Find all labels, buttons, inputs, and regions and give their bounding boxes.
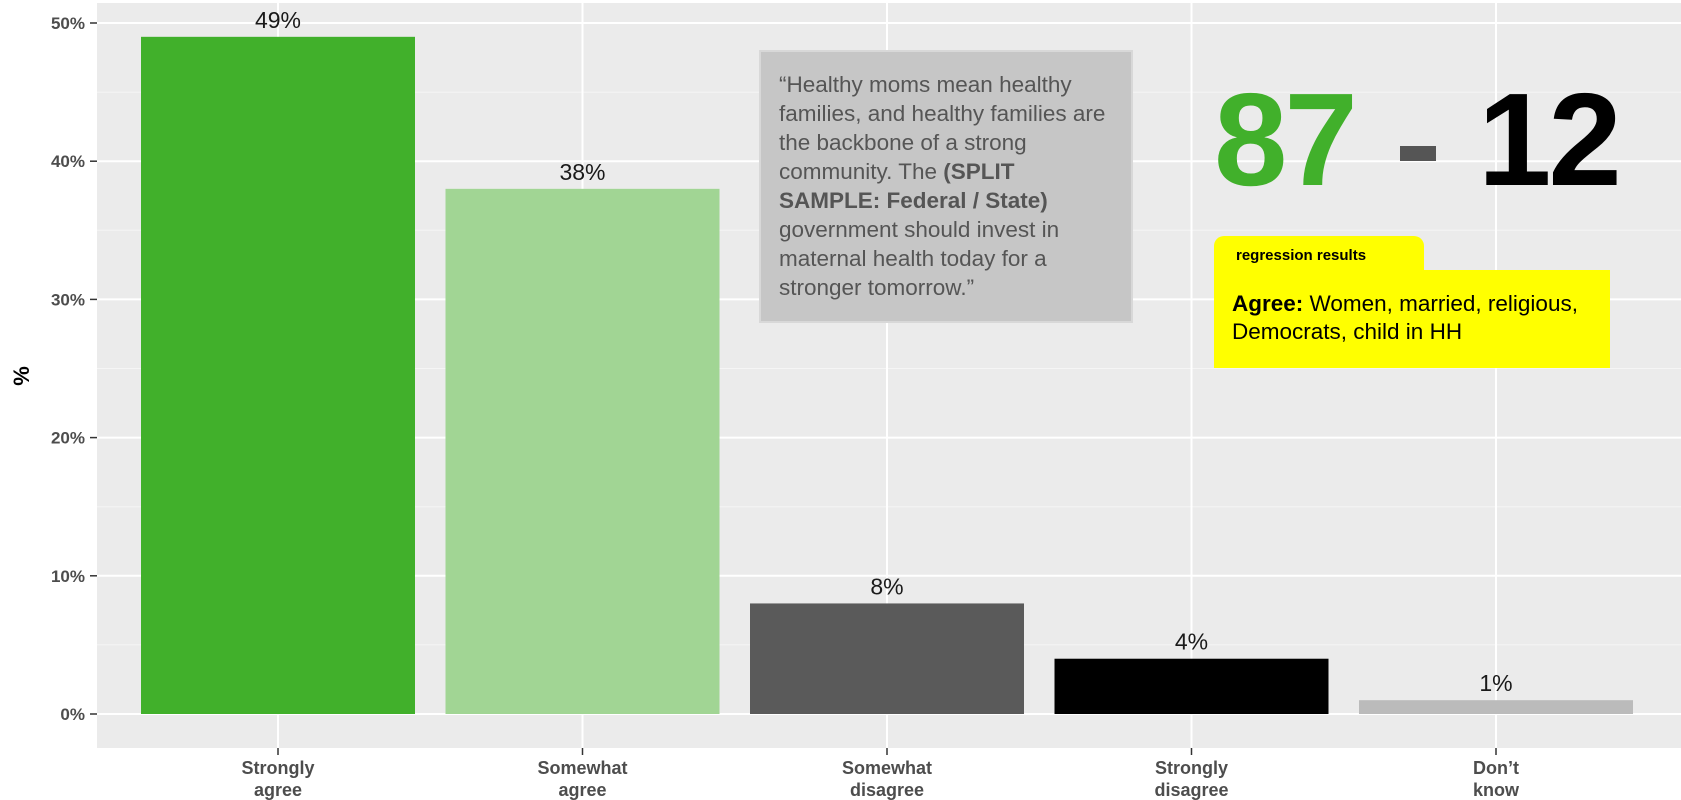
bar (141, 36, 415, 714)
x-axis: Strongly agree Somewhat agree Somewhat disagr… (241, 748, 1520, 800)
bar (1054, 658, 1329, 714)
y-tick-label: 10% (51, 567, 85, 586)
data-label: 1% (1479, 670, 1512, 696)
regression-tab: regression results (1214, 236, 1424, 276)
disagree-score: 12 (1478, 66, 1622, 213)
x-tick-label: Somewhat agree (537, 758, 627, 800)
x-tick-label: Don’t know (1473, 758, 1520, 800)
data-label: 49% (255, 7, 301, 33)
score-dash (1400, 146, 1436, 161)
y-tick-label: 40% (51, 152, 85, 171)
y-axis: 0% 10% 20% 30% 40% 50% (51, 14, 97, 724)
regression-tab-label: regression results (1236, 247, 1367, 264)
x-tick-label: Strongly agree (241, 758, 314, 800)
x-tick-label: Somewhat disagree (842, 758, 932, 800)
x-tick-label: Strongly disagree (1154, 758, 1228, 800)
bar (1359, 700, 1633, 714)
quote-split-sample: (SPLIT SAMPLE: Federal / State) (779, 159, 1048, 213)
data-label: 8% (870, 573, 903, 599)
y-axis-title: % (9, 366, 34, 386)
bar (445, 188, 720, 715)
y-tick-label: 0% (60, 705, 85, 724)
bar (750, 603, 1024, 714)
agree-score: 87 (1214, 66, 1358, 213)
quote-tail: government should invest in maternal hea… (779, 217, 1060, 300)
y-tick-label: 30% (51, 290, 85, 309)
y-tick-label: 20% (51, 429, 85, 448)
data-label: 38% (559, 159, 605, 185)
data-label: 4% (1175, 629, 1208, 655)
regression-text: Women, married, religious, Democrats, ch… (1232, 291, 1578, 344)
regression-label: Agree: (1232, 291, 1304, 316)
quote-lead: “Healthy moms mean healthy families, and… (779, 72, 1106, 184)
regression-box: Agree: Women, married, religious, Democr… (1214, 270, 1610, 368)
bars (141, 36, 1633, 715)
data-labels: 49% 38% 8% 4% 1% (255, 7, 1513, 696)
y-tick-label: 50% (51, 14, 85, 33)
quote-box: “Healthy moms mean healthy families, and… (759, 50, 1133, 323)
